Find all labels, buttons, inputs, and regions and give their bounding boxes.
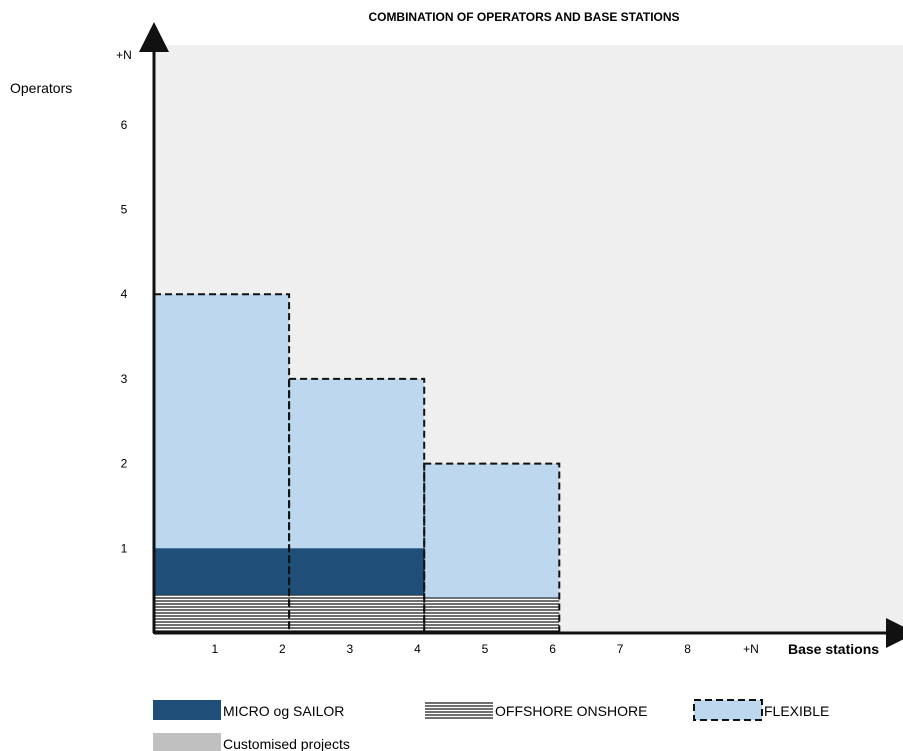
- y-axis-label: Operators: [10, 80, 72, 96]
- legend-swatch-1: [153, 700, 221, 720]
- x-tick-label-6: 6: [549, 642, 556, 656]
- x-tick-label-1: 1: [211, 642, 218, 656]
- y-tick-layer: 1 2 3 4 5 6 +N: [116, 48, 132, 555]
- y-tick-label-+N: +N: [116, 48, 132, 62]
- legend-swatch-4: [153, 733, 221, 751]
- y-tick-label-2: 2: [121, 457, 128, 471]
- x-tick-label-2: 2: [279, 642, 286, 656]
- legend-label-1: MICRO og SAILOR: [223, 703, 344, 719]
- x-tick-label-8: 8: [684, 642, 691, 656]
- flexible-outline-3: [423, 462, 561, 634]
- x-tick-label-+N: +N: [743, 642, 759, 656]
- chart-title: COMBINATION OF OPERATORS AND BASE STATIO…: [368, 10, 679, 24]
- x-tick-label-3: 3: [347, 642, 354, 656]
- legend-label-3: FLEXIBLE: [764, 703, 829, 719]
- legend-swatch-3: [693, 699, 763, 721]
- y-tick-label-5: 5: [121, 203, 128, 217]
- y-tick-label-6: 6: [121, 118, 128, 132]
- legend-label-2: OFFSHORE ONSHORE: [495, 703, 647, 719]
- x-tick-label-7: 7: [617, 642, 624, 656]
- x-tick-label-4: 4: [414, 642, 421, 656]
- y-tick-label-3: 3: [121, 372, 128, 386]
- y-tick-label-1: 1: [121, 541, 128, 555]
- x-axis-label: Base stations: [788, 641, 879, 657]
- x-tick-label-5: 5: [482, 642, 489, 656]
- legend: MICRO og SAILOR OFFSHORE ONSHORE FLEXIBLE C…: [153, 699, 829, 751]
- plot-layer: [139, 22, 903, 648]
- legend-swatch-2: [425, 701, 493, 719]
- y-tick-label-4: 4: [121, 287, 128, 301]
- legend-label-4: Customised projects: [223, 736, 350, 751]
- x-tick-layer: 1 2 3 4 5 6 7 8 +N: [211, 642, 758, 656]
- offshore-onshore-bar-2: [424, 597, 560, 633]
